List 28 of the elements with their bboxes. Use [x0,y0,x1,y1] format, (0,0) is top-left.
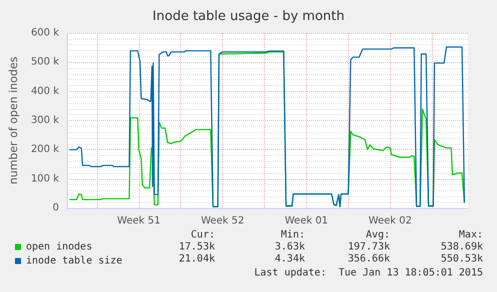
text: 538.69k [440,242,483,252]
x-tick-label: Week 52 [200,216,244,226]
text: 21.04k [178,254,215,264]
y-tick-label: 400 k [30,86,60,97]
text: 197.73k [348,242,390,252]
text: Last update: Tue Jan 13 18:05:01 2015 [254,268,483,278]
text: 3.63k [274,242,305,252]
y-tick-label: 200 k [30,144,60,156]
text: 550.53k [440,254,483,264]
text: 4.34k [274,254,305,264]
x-tick-label: Week 51 [117,216,160,226]
y-tick-label: 0 [52,202,59,214]
legend-label: open inodes [26,242,92,252]
x-tick-label: Week 01 [284,216,328,226]
text: Max: [458,230,483,240]
y-axis-title: number of open inodes [7,56,20,184]
y-tick-label: 500 k [30,56,60,68]
y-tick-label: 600 k [30,28,60,38]
y-tick-label: 100 k [30,173,60,184]
text: Min: [280,230,305,240]
text: Cur: [190,230,215,240]
text: 356.66k [348,254,390,264]
x-tick-label: Week 02 [368,216,412,226]
legend-label: inode table size [26,256,122,266]
text: Avg: [366,230,390,240]
y-tick-label: 300 k [30,115,60,126]
chart-title: Inode table usage - by month [152,9,344,24]
text: 17.53k [178,242,215,252]
